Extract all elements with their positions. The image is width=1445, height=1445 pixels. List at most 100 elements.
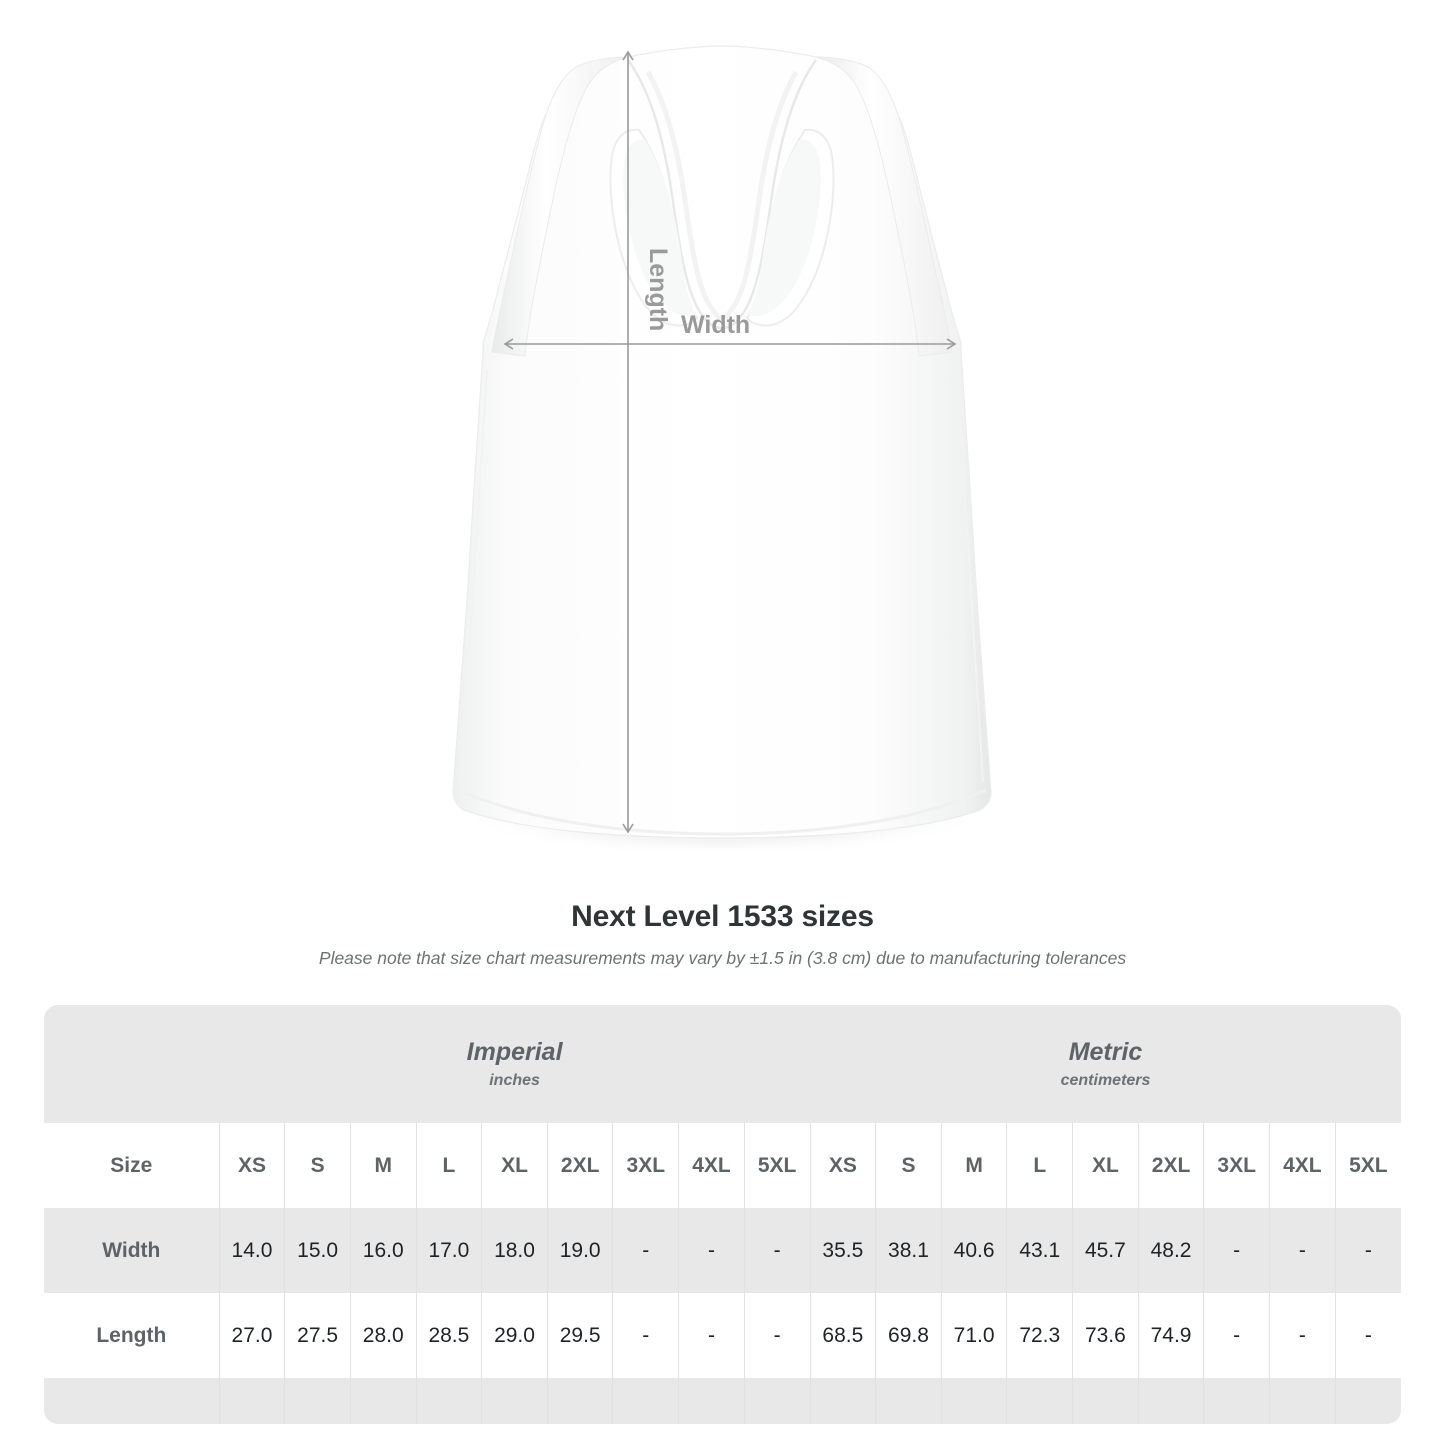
footer-cell (1137, 1378, 1204, 1424)
size-chart-body: Size XS S M L XL 2XL 3XL 4XL 5XL XS S M L XL 2XL 3XL 4XL 5… (44, 1123, 1401, 1424)
measurement-cell: - (743, 1293, 811, 1378)
row-label: Width (44, 1208, 220, 1293)
measurement-cell: - (1269, 1208, 1336, 1293)
unit-name-metric: Metric (1068, 1037, 1143, 1066)
measurement-cell: 48.2 (1137, 1208, 1204, 1293)
row-label: Length (44, 1293, 220, 1378)
footer-cell (218, 1378, 285, 1424)
measurement-cell: 45.7 (1072, 1208, 1139, 1293)
footer-cell (415, 1378, 482, 1424)
size-header-cell: 5XL (743, 1123, 811, 1208)
measurement-cell: 71.0 (940, 1293, 1007, 1378)
size-header-cell: S (875, 1123, 942, 1208)
footer-cell (875, 1378, 942, 1424)
measurement-cell: 29.5 (546, 1293, 613, 1378)
size-header-cell: 3XL (612, 1123, 679, 1208)
measurement-cell: - (678, 1208, 745, 1293)
size-header-cell: 4XL (678, 1123, 745, 1208)
length-label: Length (644, 248, 672, 331)
size-header-cell: 2XL (546, 1123, 613, 1208)
footer-cell (1203, 1378, 1270, 1424)
footer-cell (349, 1378, 417, 1424)
measurement-cell: 27.5 (284, 1293, 351, 1378)
size-header-cell: 2XL (1137, 1123, 1204, 1208)
footer-cell (1072, 1378, 1139, 1424)
measurement-cell: 28.5 (415, 1293, 482, 1378)
table-row-size-header: Size XS S M L XL 2XL 3XL 4XL 5XL XS S M L XL 2XL 3XL 4XL 5… (44, 1123, 1401, 1208)
tolerance-note: Please note that size chart measurements… (318, 948, 1127, 968)
table-row: Width 14.0 15.0 16.0 17.0 18.0 19.0- - -35.5 38.1… (44, 1208, 1401, 1293)
footer-cell (809, 1378, 876, 1424)
size-header-cell: M (349, 1123, 417, 1208)
measurement-cell: 15.0 (284, 1208, 351, 1293)
footer-cell (546, 1378, 613, 1424)
measurement-cell: 28.0 (349, 1293, 417, 1378)
footer-cell (743, 1378, 811, 1424)
size-header-cell: 5XL (1334, 1123, 1401, 1208)
measurement-cell: - (612, 1208, 679, 1293)
title-block: Next Level 1533 sizes Please note that s… (0, 898, 1445, 969)
measurement-cell: 72.3 (1006, 1293, 1073, 1378)
measurement-cell: - (743, 1208, 811, 1293)
size-header-cell: L (415, 1123, 482, 1208)
measurement-cell: 16.0 (349, 1208, 417, 1293)
measurement-cell: 43.1 (1006, 1208, 1073, 1293)
measurement-cell: 27.0 (218, 1293, 285, 1378)
page-title: Next Level 1533 sizes (571, 900, 874, 933)
measurement-cell: - (1334, 1293, 1401, 1378)
unit-group-header-row: Imperial inches Metric centimeters (44, 1005, 1401, 1123)
table-row: Length 27.0 27.5 28.0 28.5 29.0 29.5- - -68.5 69.… (44, 1293, 1401, 1378)
footer-cell (678, 1378, 745, 1424)
unit-header-spacer (44, 1005, 220, 1123)
garment-illustration: Length Width (452, 45, 992, 857)
size-header-cell: M (940, 1123, 1007, 1208)
measurement-arrows (503, 50, 957, 834)
size-chart-table-container: Imperial inches Metric centimeters Size X… (44, 1005, 1401, 1424)
measurement-cell: 18.0 (481, 1208, 548, 1293)
measurement-cell: - (1269, 1293, 1336, 1378)
measurement-cell: 35.5 (809, 1208, 876, 1293)
measurement-cell: 74.9 (1137, 1293, 1204, 1378)
footer-cell (940, 1378, 1007, 1424)
measurement-cell: 17.0 (415, 1208, 482, 1293)
width-label: Width (681, 311, 750, 339)
unit-name-imperial: Imperial (466, 1037, 563, 1066)
measurement-cell: 68.5 (809, 1293, 876, 1378)
unit-sub-imperial: inches (489, 1071, 540, 1089)
footer-cell (1269, 1378, 1336, 1424)
footer-cell (612, 1378, 679, 1424)
measurement-cell: - (612, 1293, 679, 1378)
measurement-cell: - (1334, 1208, 1401, 1293)
measurement-cell: 29.0 (481, 1293, 548, 1378)
footer-cell (481, 1378, 548, 1424)
unit-header-metric: Metric centimeters (810, 1005, 1401, 1123)
row-label-size: Size (44, 1123, 220, 1208)
footer-cell (1334, 1378, 1401, 1424)
measurement-cell: - (678, 1293, 745, 1378)
tank-top-body (452, 45, 992, 839)
measurement-cell: 14.0 (218, 1208, 285, 1293)
size-header-cell: 4XL (1269, 1123, 1336, 1208)
measurement-cell: 38.1 (875, 1208, 942, 1293)
measurement-cell: - (1203, 1208, 1270, 1293)
measurement-cell: 73.6 (1072, 1293, 1139, 1378)
tank-top-svg: Length Width (452, 45, 992, 857)
measurement-cell: - (1203, 1293, 1270, 1378)
size-header-cell: XS (218, 1123, 285, 1208)
size-header-cell: XL (1072, 1123, 1139, 1208)
size-header-cell: XL (481, 1123, 548, 1208)
size-header-cell: 3XL (1203, 1123, 1270, 1208)
unit-sub-metric: centimeters (1060, 1071, 1151, 1089)
size-header-cell: S (284, 1123, 351, 1208)
measurement-cell: 40.6 (940, 1208, 1007, 1293)
footer-cell (284, 1378, 351, 1424)
measurement-cell: 19.0 (546, 1208, 613, 1293)
table-footer-strip (44, 1378, 1401, 1424)
footer-cell (1006, 1378, 1073, 1424)
size-header-cell: XS (809, 1123, 876, 1208)
size-header-cell: L (1006, 1123, 1073, 1208)
size-chart-table: Imperial inches Metric centimeters Size X… (44, 1005, 1401, 1424)
footer-cell (44, 1378, 220, 1424)
measurement-cell: 69.8 (875, 1293, 942, 1378)
unit-header-imperial: Imperial inches (219, 1005, 811, 1123)
